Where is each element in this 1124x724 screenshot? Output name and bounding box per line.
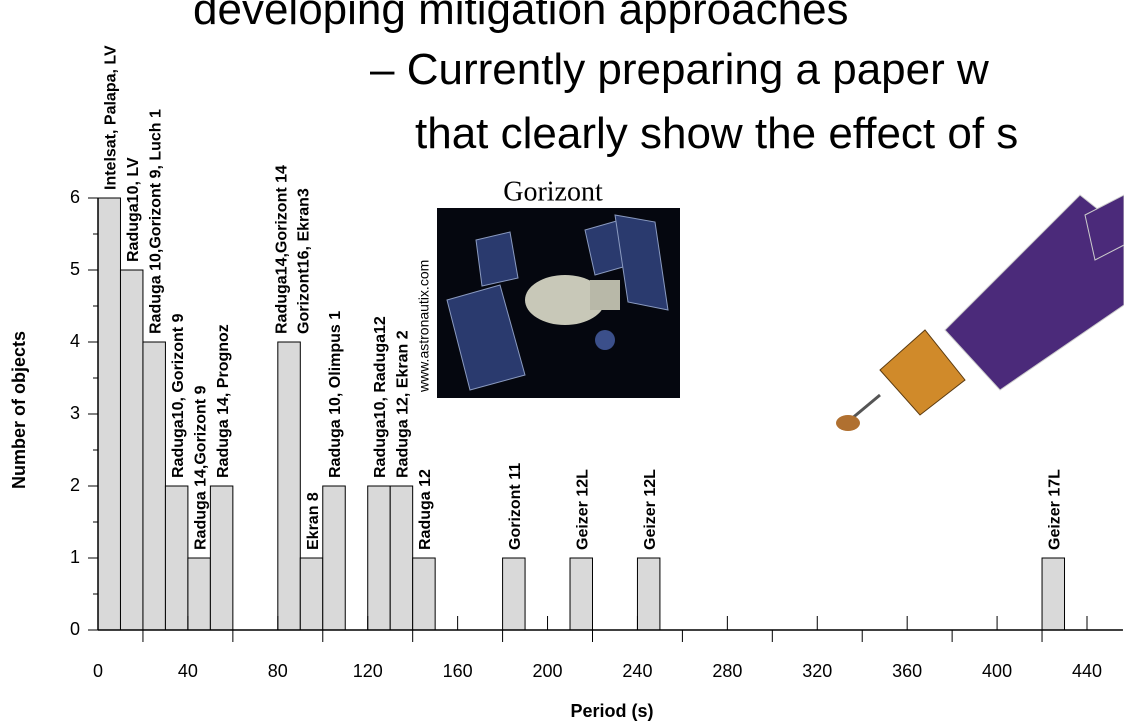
bar-label: Raduga10, Raduga12 [372,316,389,478]
bar [569,557,593,631]
bar-label: Ekran 8 [305,492,322,550]
bar [209,485,234,631]
y-tick-label: 2 [70,475,80,495]
image-credit: www.astronautix.com [416,260,432,393]
bar [187,557,211,631]
x-axis-title: Period (s) [570,701,653,721]
x-tick-label: 320 [802,661,832,681]
bar [277,341,301,631]
bar-label: Raduga10, LV [125,157,142,262]
y-tick-label: 6 [70,187,80,207]
bar [1041,557,1066,631]
bar [412,557,436,631]
bar-label: Raduga 10,Gorizont 9, Luch 1 [147,109,164,334]
bar-label: Geizer 12L [642,469,659,550]
x-tick-label: 0 [93,661,103,681]
bar-label: Raduga 14, Prognoz [215,324,232,478]
x-tick-label: 440 [1072,661,1102,681]
y-tick-label: 5 [70,259,80,279]
bar [97,197,121,631]
satellite-drawing [836,194,1124,431]
bar [299,557,324,631]
x-tick-label: 80 [268,661,288,681]
bar [322,485,346,631]
bar [636,557,661,631]
bar-label: Raduga 10, Olimpus 1 [327,311,344,478]
bar-label: Raduga 12 [417,469,434,550]
bar [142,341,166,631]
bar [389,485,414,631]
bar-label: Raduga 14,Gorizont 9 [192,385,209,550]
bar-label: Gorizont16, Ekran3 [295,188,312,334]
bar [164,485,189,631]
bar [502,557,526,631]
x-tick-label: 160 [443,661,473,681]
gorizont-photo [437,208,680,398]
x-tick-label: 200 [533,661,563,681]
bar-label: Intelsat, Palapa, LV [102,45,119,190]
x-tick-label: 280 [712,661,742,681]
bar-label: Geizer 12L [574,469,591,550]
y-axis-title: Number of objects [9,331,29,489]
bar-label: Raduga14,Gorizont 14 [273,165,290,334]
x-tick-label: 40 [178,661,198,681]
slide-line: – Currently preparing a paper w [370,45,989,94]
x-tick-label: 400 [982,661,1012,681]
bar-label: Geizer 17L [1046,469,1063,550]
bar [367,485,391,631]
x-tick-label: 360 [892,661,922,681]
x-tick-label: 240 [622,661,652,681]
slide-line: developing mitigation approaches [193,0,849,34]
slide-line: that clearly show the effect of s [415,109,1018,158]
bar-label: Raduga 12, Ekran 2 [395,330,412,478]
y-tick-label: 0 [70,619,80,639]
image-caption: Gorizont [503,176,603,207]
y-tick-label: 1 [70,547,80,567]
x-tick-label: 120 [353,661,383,681]
bar [119,269,144,631]
y-tick-label: 4 [70,331,80,351]
y-tick-label: 3 [70,403,80,423]
bar-label: Raduga10, Gorizont 9 [170,313,187,478]
bar-label: Gorizont 11 [507,463,524,550]
